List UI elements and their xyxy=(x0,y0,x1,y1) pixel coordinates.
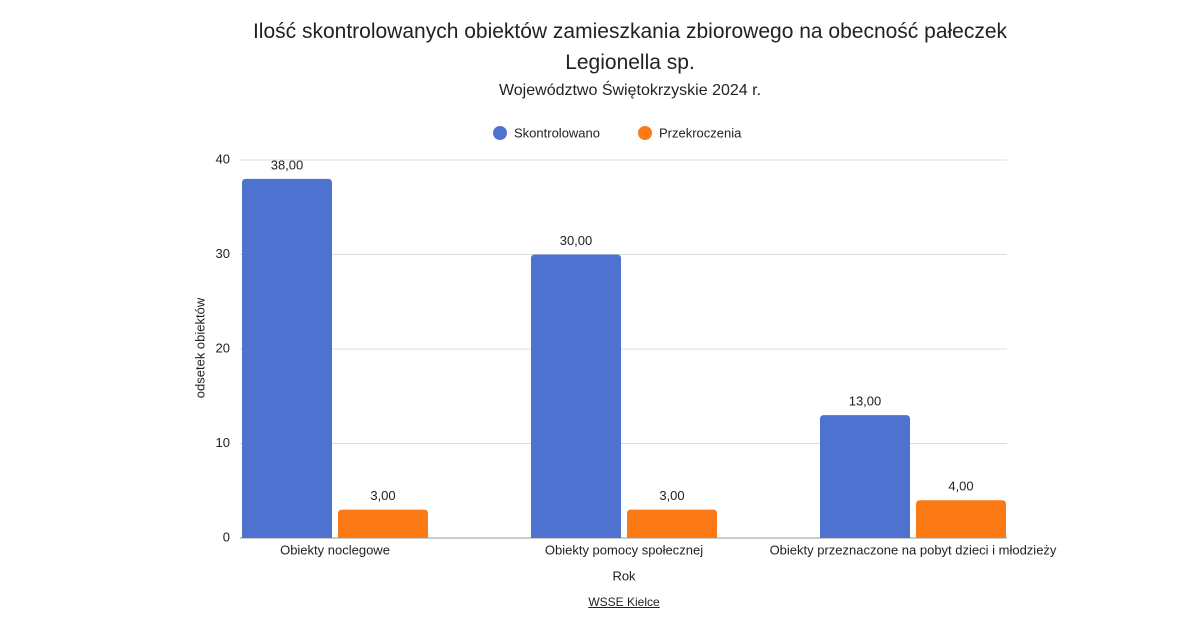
bar xyxy=(627,509,717,538)
source-link[interactable]: WSSE Kielce xyxy=(588,595,660,609)
x-tick-label: Obiekty pomocy społecznej xyxy=(545,542,703,557)
data-label: 4,00 xyxy=(948,479,973,494)
bar xyxy=(531,254,621,538)
y-tick-label: 40 xyxy=(216,151,230,166)
x-tick-label: Obiekty przeznaczone na pobyt dzieci i m… xyxy=(770,542,1057,557)
data-label: 13,00 xyxy=(849,394,882,409)
y-tick-label: 30 xyxy=(216,246,230,261)
bar xyxy=(820,415,910,538)
x-axis-label: Rok xyxy=(612,568,636,583)
legend-marker xyxy=(638,126,652,140)
data-label: 30,00 xyxy=(560,233,593,248)
data-label: 3,00 xyxy=(659,488,684,503)
y-tick-label: 20 xyxy=(216,340,230,355)
data-label: 3,00 xyxy=(370,488,395,503)
chart-subtitle: Województwo Świętokrzyskie 2024 r. xyxy=(498,82,762,99)
bar xyxy=(916,500,1006,538)
x-tick-label: Obiekty noclegowe xyxy=(280,542,390,557)
y-tick-label: 0 xyxy=(223,529,230,544)
chart-title: Ilość skontrolowanych obiektów zamieszka… xyxy=(252,20,1008,74)
bar xyxy=(242,178,332,538)
data-label: 38,00 xyxy=(271,157,304,172)
legend-label: Skontrolowano xyxy=(514,125,600,140)
y-axis-label: odsetek obiektów xyxy=(192,297,207,398)
legend-label: Przekroczenia xyxy=(659,125,742,140)
y-tick-label: 10 xyxy=(216,435,230,450)
bar xyxy=(338,509,428,538)
legend-marker xyxy=(493,126,507,140)
